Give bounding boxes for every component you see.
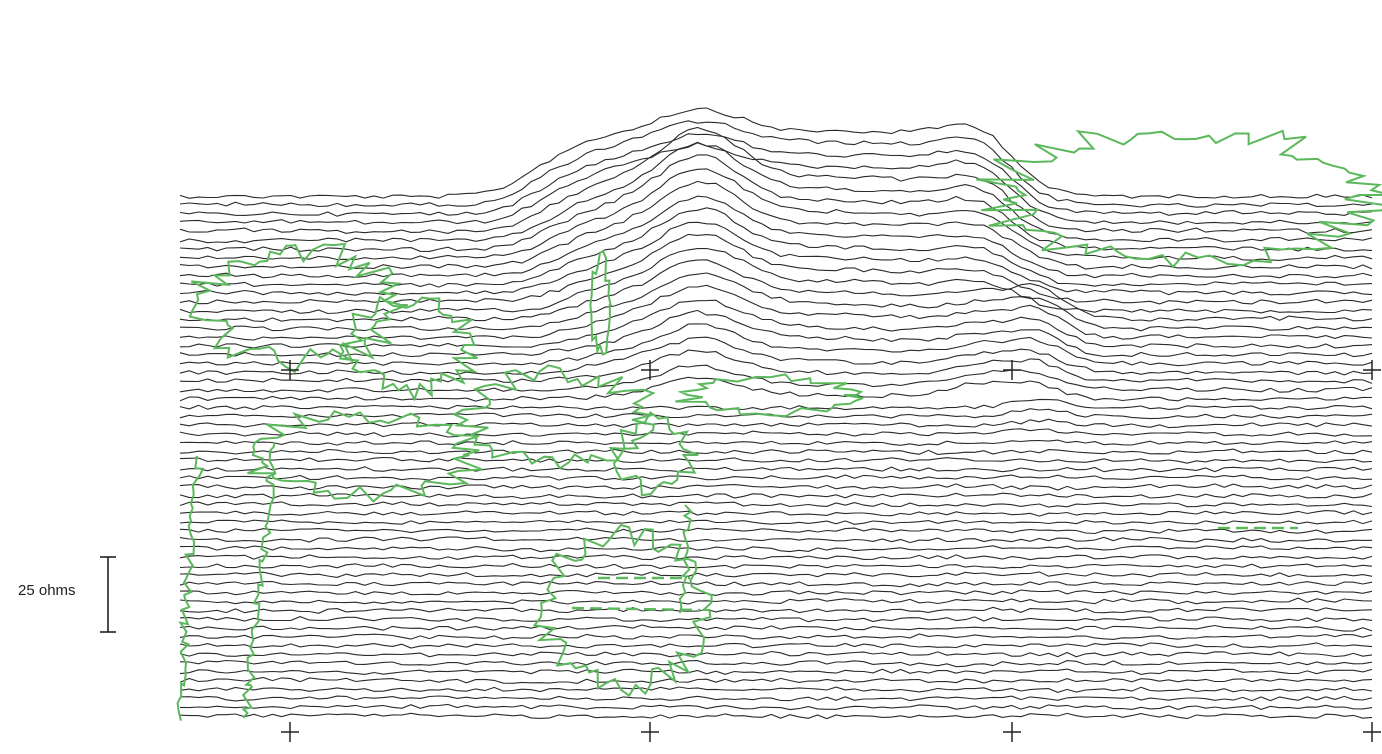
profile-trace [179,233,1373,305]
profile-trace [179,589,1373,596]
green-outline-left-lobe [338,295,478,402]
profile-trace [179,364,1373,393]
profile-trace [179,349,1373,384]
tick-mark-1-3 [1003,360,1021,380]
profile-trace [179,536,1373,544]
green-line-left-edge [176,455,205,721]
green-outline-mid-left [247,409,483,503]
profile-trace [179,428,1373,438]
profile-trace [179,154,1373,252]
profile-trace [179,580,1373,588]
profile-trace [179,398,1373,411]
profile-trace [179,668,1373,675]
profile-trace [179,616,1373,623]
tick-mark-2-4 [1363,722,1381,742]
profile-trace [179,336,1373,376]
profile-trace [179,309,1373,358]
profile-trace [179,642,1373,649]
profile-trace [179,501,1373,508]
profile-trace [179,650,1373,658]
profile-trace [179,624,1373,632]
profile-trace [179,126,1373,234]
profile-trace [179,439,1373,446]
green-line-left-inner [241,441,277,719]
profile-trace [179,676,1373,684]
tick-mark-1-2 [641,360,659,380]
profile-trace [179,142,1373,225]
profile-trace [179,207,1373,288]
green-line-lower-stem [678,504,693,614]
profile-trace [179,141,1373,244]
profile-trace [179,376,1373,402]
green-outline-upper-right [976,129,1382,269]
profile-traces [179,107,1373,720]
green-outline-narrow-column [589,250,612,356]
green-outline-overlays [176,129,1382,721]
profile-trace [179,456,1373,464]
profile-trace [179,519,1373,525]
profile-trace [179,247,1373,315]
profile-trace [179,554,1373,561]
green-outline-lower-center [532,523,713,698]
profile-trace [179,448,1373,455]
profile-trace [179,492,1373,500]
profile-trace [179,168,1373,261]
profile-trace [179,545,1373,553]
profile-trace [179,571,1373,578]
profile-trace [179,195,1373,279]
green-outline-horizontal [675,373,864,418]
profile-trace [179,133,1373,217]
scale-bar-label: 25 ohms [18,582,76,599]
profile-trace [179,474,1373,481]
profile-trace [179,659,1373,668]
profile-trace [179,563,1373,570]
tick-mark-2-1 [281,722,299,742]
profile-trace [179,695,1373,702]
profile-trace [179,221,1373,296]
profile-trace [179,120,1373,208]
profile-trace [179,466,1373,473]
profile-trace [179,323,1373,367]
profile-trace [179,527,1373,535]
profile-trace [179,272,1373,332]
tick-mark-1-1 [281,360,299,380]
tick-mark-2-3 [1003,722,1021,742]
profile-trace [179,418,1373,429]
profile-trace [179,107,1373,199]
profile-trace [179,483,1373,491]
tick-mark-2-2 [641,722,659,742]
green-outline-center-small [612,411,699,497]
green-outline-center [452,364,656,470]
profile-trace [179,712,1373,720]
profile-trace [179,597,1373,605]
profile-trace [179,299,1373,349]
tick-mark-1-4 [1363,360,1381,380]
profile-trace [179,259,1373,323]
profile-trace [179,606,1373,614]
green-dashed-line-2 [571,606,701,612]
scale-bar [100,556,116,633]
profile-trace [179,633,1373,640]
profile-trace [179,284,1373,341]
green-outline-upper-left [188,242,409,374]
grid-tick-marks [281,360,1381,742]
profile-trace [179,703,1373,711]
profile-trace [179,686,1373,693]
profile-trace [179,510,1373,517]
